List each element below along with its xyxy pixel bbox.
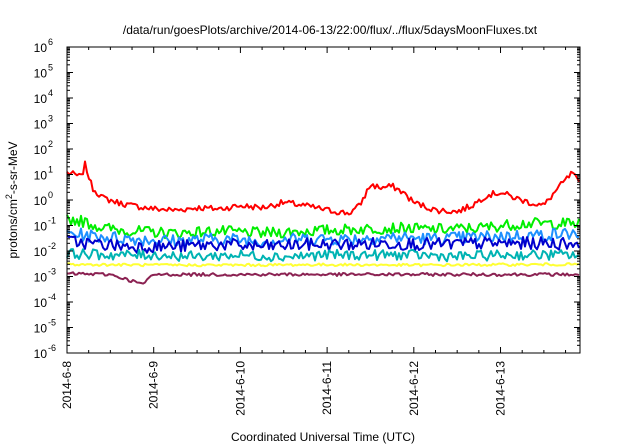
series-line-1 bbox=[66, 160, 580, 216]
x-tick-label: 2014-6-8 bbox=[60, 361, 74, 409]
y-tick-label: 105 bbox=[34, 63, 53, 81]
x-axis: 2014-6-8 2014-6-9 2014-6-10 2014-6-11 2014-6… bbox=[60, 47, 567, 416]
y-tick-label: 10-1 bbox=[34, 216, 56, 234]
y-tick-label: 104 bbox=[34, 88, 53, 106]
y-axis-label-sup: 2 bbox=[4, 194, 14, 199]
y-tick-label: 10-4 bbox=[34, 292, 56, 310]
y-tick-label: 101 bbox=[34, 165, 53, 183]
series-line-5 bbox=[66, 248, 580, 263]
y-axis-label-rest: -s-sr-MeV bbox=[6, 141, 20, 194]
y-tick-label: 106 bbox=[34, 37, 53, 55]
x-axis-label: Coordinated Universal Time (UTC) bbox=[231, 430, 415, 444]
y-tick-label: 10-6 bbox=[34, 343, 56, 361]
x-tick-label: 2014-6-10 bbox=[233, 361, 247, 416]
x-tick-label: 2014-6-12 bbox=[407, 361, 421, 416]
y-tick-label: 10-3 bbox=[34, 267, 56, 285]
y-tick-label: 100 bbox=[34, 190, 53, 208]
series-line-7 bbox=[67, 271, 580, 285]
y-tick-label: 103 bbox=[34, 114, 53, 132]
y-tick-label: 102 bbox=[34, 139, 53, 157]
y-tick-label: 10-5 bbox=[34, 318, 56, 336]
x-tick-label: 2014-6-13 bbox=[494, 361, 508, 416]
series-group bbox=[66, 160, 580, 285]
y-axis-label: protons/cm2-s-sr-MeV bbox=[4, 141, 20, 258]
y-tick-label: 10-2 bbox=[34, 241, 56, 259]
y-axis: 10-6 10-5 10-4 10-3 10-2 10-1 100 101 102 103 104 1… bbox=[34, 37, 580, 361]
x-tick-label: 2014-6-11 bbox=[320, 361, 334, 415]
series-line-2 bbox=[66, 214, 580, 240]
series-line-6 bbox=[66, 262, 580, 268]
chart-title: /data/run/goesPlots/archive/2014-06-13/2… bbox=[123, 23, 538, 37]
series-line-3 bbox=[66, 227, 580, 248]
x-tick-label: 2014-6-9 bbox=[147, 361, 161, 409]
series-line-4 bbox=[66, 234, 580, 254]
plot-frame bbox=[66, 46, 581, 354]
y-axis-label-base: protons/cm bbox=[6, 199, 20, 258]
